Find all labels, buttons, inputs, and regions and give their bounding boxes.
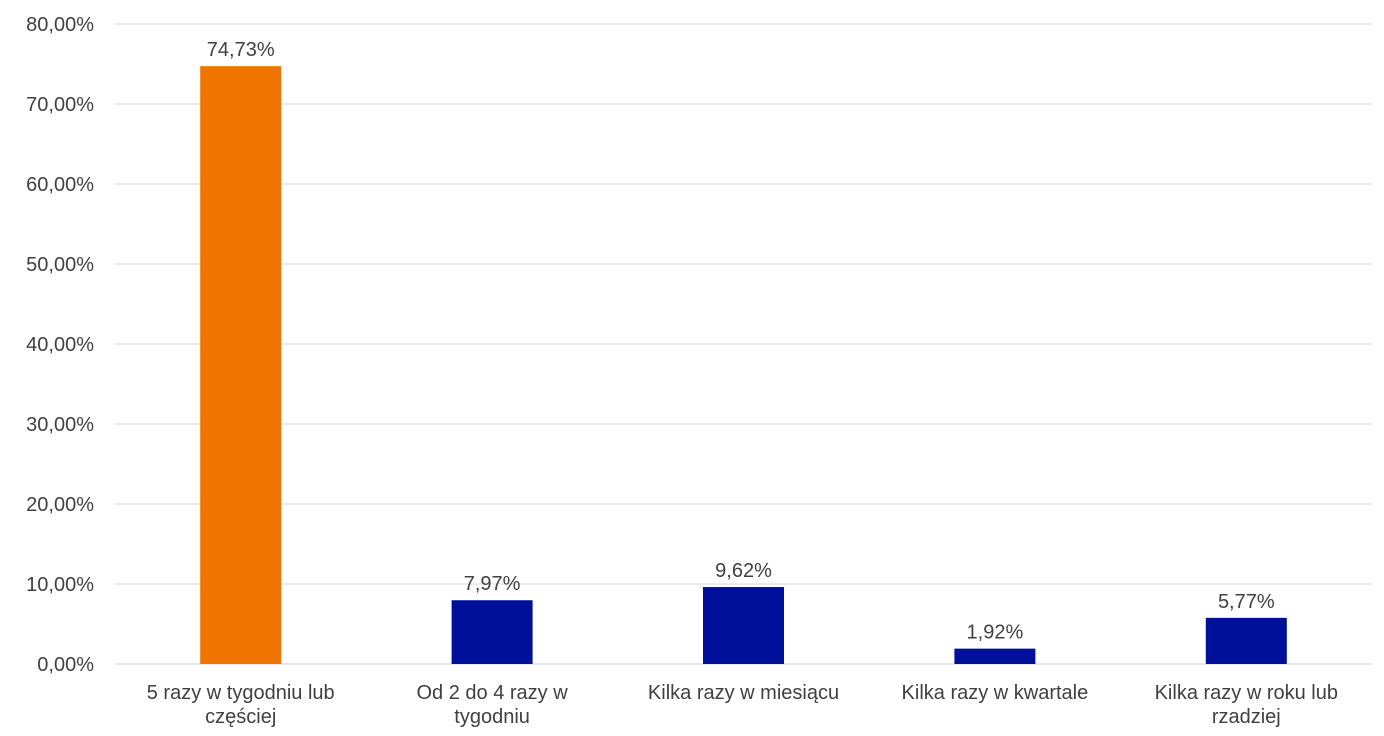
y-tick-label: 20,00% [26,494,94,516]
bar [954,648,1036,664]
bar [200,66,282,664]
bar-value-label: 74,73% [207,39,275,61]
x-category-label-line: Od 2 do 4 razy w [417,682,569,704]
x-category-label-line: Kilka razy w kwartale [902,682,1089,704]
x-category-label-line: 5 razy w tygodniu lub [147,682,335,704]
y-tick-label: 40,00% [26,334,94,356]
data-labels: 74,73% 7,97% 9,62% 1,92% 5,77% [207,39,1275,643]
y-tick-label: 50,00% [26,254,94,276]
y-axis-ticks: 0,00% 10,00% 20,00% 30,00% 40,00% 50,00% 60,00… [26,14,94,676]
x-category-label-line: częściej [205,706,276,728]
x-category-label: Kilka razy w roku lub rzadziej [1155,682,1338,728]
bar-value-label: 7,97% [464,573,521,595]
x-category-label-line: tygodniu [454,706,530,728]
y-tick-label: 70,00% [26,94,94,116]
bar-value-label: 5,77% [1218,591,1275,613]
y-tick-label: 60,00% [26,174,94,196]
x-category-label-line: rzadziej [1212,706,1281,728]
y-tick-label: 80,00% [26,14,94,36]
x-category-label: Od 2 do 4 razy w tygodniu [417,682,569,728]
bar-value-label: 9,62% [715,560,772,582]
x-category-label-line: Kilka razy w miesiącu [648,682,839,704]
y-tick-label: 30,00% [26,414,94,436]
x-category-label: 5 razy w tygodniu lub częściej [147,682,335,728]
y-tick-label: 10,00% [26,574,94,596]
x-category-label: Kilka razy w miesiącu [648,682,839,704]
bars [200,66,1287,664]
x-category-label: Kilka razy w kwartale [902,682,1089,704]
bar [1205,617,1287,664]
bar [703,587,784,664]
gridlines [115,23,1372,665]
x-category-label-line: Kilka razy w roku lub [1155,682,1338,704]
bar [451,600,533,664]
bar-value-label: 1,92% [967,622,1024,644]
x-axis-categories: 5 razy w tygodniu lub częściej Od 2 do 4 r… [147,682,1338,728]
y-tick-label: 0,00% [37,654,94,676]
